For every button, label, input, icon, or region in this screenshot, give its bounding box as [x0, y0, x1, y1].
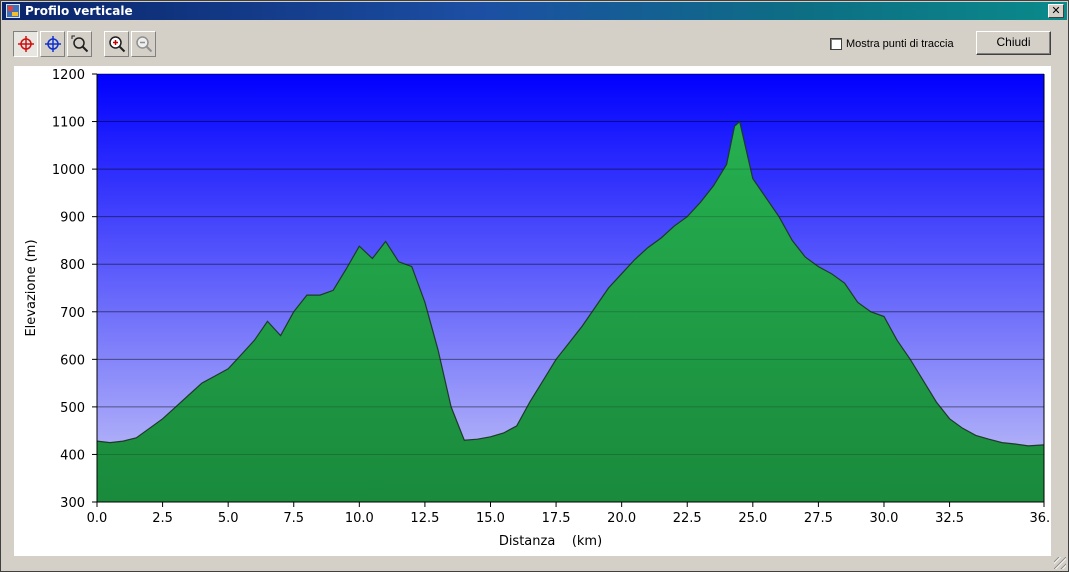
- x-tick-label: 12.5: [410, 511, 439, 526]
- y-tick-label: 700: [60, 306, 85, 321]
- close-button[interactable]: Chiudi: [976, 31, 1051, 55]
- x-tick-label: 32.5: [935, 511, 964, 526]
- y-tick-label: 1200: [52, 68, 85, 83]
- app-icon: [6, 4, 20, 18]
- zoom-in-button[interactable]: [104, 31, 129, 57]
- x-tick-label: 27.5: [804, 511, 833, 526]
- crosshair-blue-button[interactable]: [40, 31, 65, 57]
- y-tick-label: 500: [60, 401, 85, 416]
- x-tick-label: 15.0: [476, 511, 505, 526]
- resize-grip[interactable]: [1054, 557, 1066, 569]
- show-track-points-label: Mostra punti di traccia: [846, 38, 954, 50]
- x-tick-label: 5.0: [218, 511, 239, 526]
- crosshair-red-icon: [17, 36, 34, 52]
- close-window-button[interactable]: ✕: [1048, 4, 1064, 18]
- x-tick-label: 10.0: [345, 511, 374, 526]
- x-tick-label: 30.0: [870, 511, 899, 526]
- x-tick-label: 20.0: [607, 511, 636, 526]
- x-tick-label: 36.1: [1030, 511, 1051, 526]
- y-tick-label: 400: [60, 448, 85, 463]
- x-tick-label: 22.5: [673, 511, 702, 526]
- zoom-in-icon: [108, 36, 125, 53]
- y-axis-label: Elevazione (m): [24, 239, 39, 336]
- y-tick-label: 800: [60, 258, 85, 273]
- y-tick-label: 900: [60, 211, 85, 226]
- x-tick-label: 2.5: [152, 511, 173, 526]
- show-track-points-option[interactable]: Mostra punti di traccia: [830, 38, 954, 50]
- zoom-area-button[interactable]: [67, 31, 92, 57]
- x-tick-label: 25.0: [738, 511, 767, 526]
- elevation-area: [97, 121, 1044, 502]
- x-axis-label: Distanza (km): [499, 534, 602, 549]
- show-track-points-checkbox[interactable]: [830, 38, 842, 50]
- y-tick-label: 1100: [52, 116, 85, 131]
- zoom-out-icon: [135, 36, 152, 53]
- elevation-chart-svg: 300 400 500 600 700 800 900 1000 1100 1200 0.0 2.5 5…: [24, 68, 1051, 549]
- x-tick-label: 17.5: [542, 511, 571, 526]
- y-tick-label: 1000: [52, 163, 85, 178]
- crosshair-blue-icon: [44, 36, 61, 52]
- window-title: Profilo verticale: [25, 4, 133, 18]
- zoom-out-button[interactable]: [131, 31, 156, 57]
- x-tick-label: 0.0: [87, 511, 108, 526]
- x-tick-label: 7.5: [283, 511, 304, 526]
- toolbar: [13, 31, 156, 57]
- title-bar[interactable]: Profilo verticale ✕: [2, 2, 1067, 20]
- elevation-line: [96, 120, 1045, 447]
- crosshair-red-button[interactable]: [13, 31, 38, 57]
- elevation-profile-chart[interactable]: 300 400 500 600 700 800 900 1000 1100 1200 0.0 2.5 5…: [14, 66, 1051, 556]
- zoom-area-icon: [71, 35, 88, 53]
- y-tick-label: 300: [60, 496, 85, 511]
- axes: 300 400 500 600 700 800 900 1000 1100 1200 0.0 2.5 5…: [52, 68, 1051, 526]
- y-tick-label: 600: [60, 353, 85, 368]
